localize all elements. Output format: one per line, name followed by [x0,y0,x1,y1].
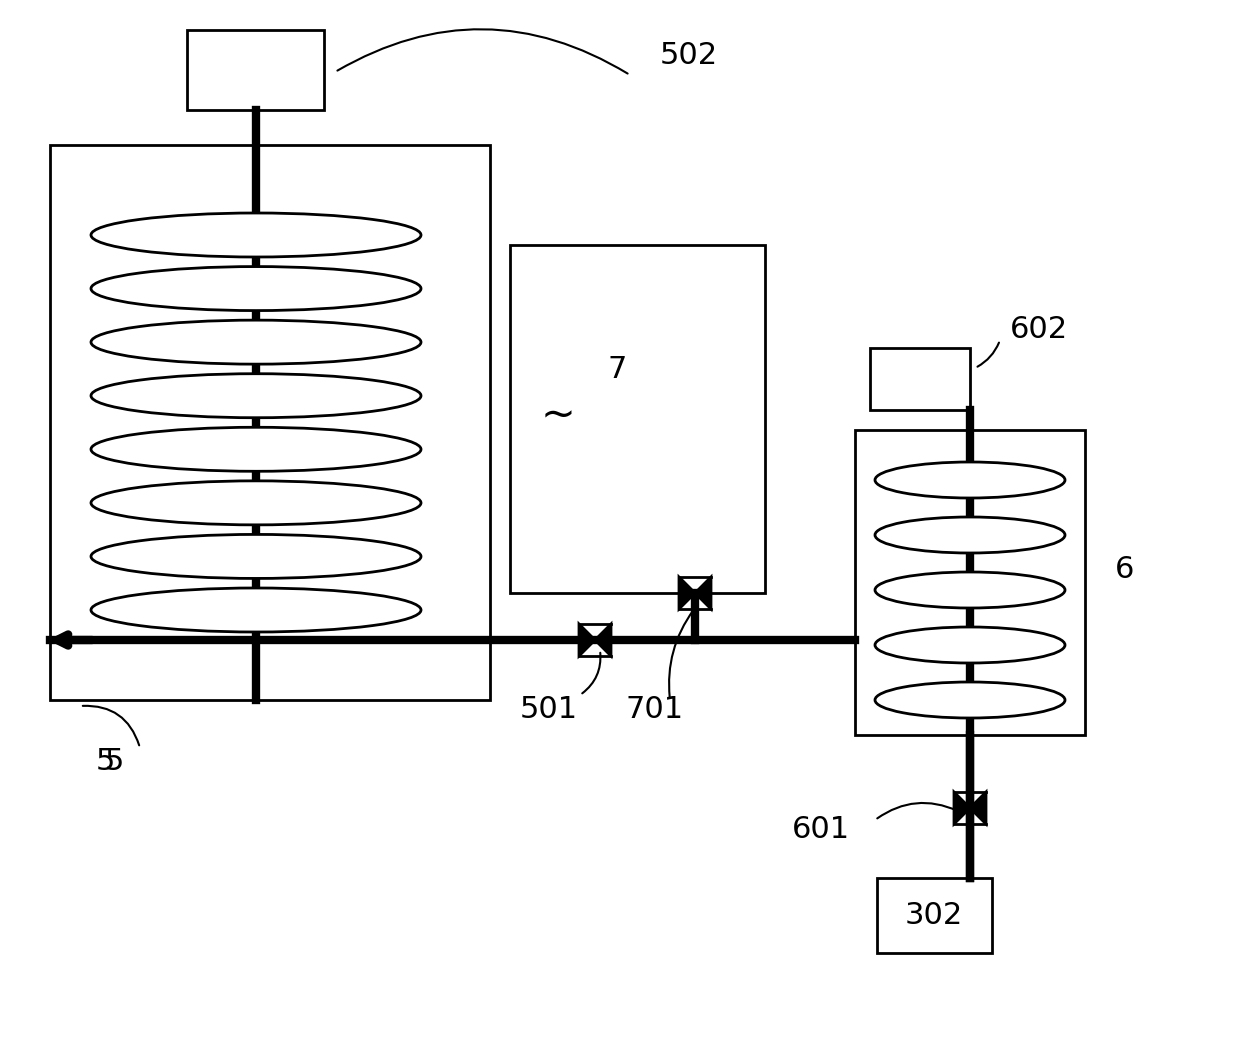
Bar [870,348,970,410]
Text: 7: 7 [608,356,627,385]
Text: 5: 5 [105,748,124,776]
Ellipse shape [91,428,422,471]
Polygon shape [694,577,711,609]
Ellipse shape [91,481,422,525]
Ellipse shape [91,373,422,417]
Text: 501: 501 [520,696,578,725]
Ellipse shape [875,517,1065,553]
Ellipse shape [91,267,422,311]
Bar [510,245,765,593]
Ellipse shape [91,213,422,257]
Polygon shape [595,624,611,656]
Text: 601: 601 [792,816,849,845]
Text: 502: 502 [660,41,718,70]
Bar [50,145,490,700]
Text: 302: 302 [905,900,963,929]
Polygon shape [680,577,694,609]
Ellipse shape [875,572,1065,608]
Text: ~: ~ [541,394,575,436]
Bar [187,30,324,110]
Ellipse shape [875,682,1065,718]
Text: 6: 6 [1115,556,1135,584]
Ellipse shape [91,320,422,364]
Ellipse shape [91,534,422,579]
Ellipse shape [91,588,422,632]
Polygon shape [579,624,595,656]
Text: 602: 602 [1011,315,1068,344]
Ellipse shape [875,627,1065,663]
Polygon shape [954,792,970,824]
Bar [877,878,992,953]
Polygon shape [970,792,986,824]
Ellipse shape [875,462,1065,498]
Text: 5: 5 [95,748,114,776]
Text: 701: 701 [625,696,683,725]
Bar [856,430,1085,735]
